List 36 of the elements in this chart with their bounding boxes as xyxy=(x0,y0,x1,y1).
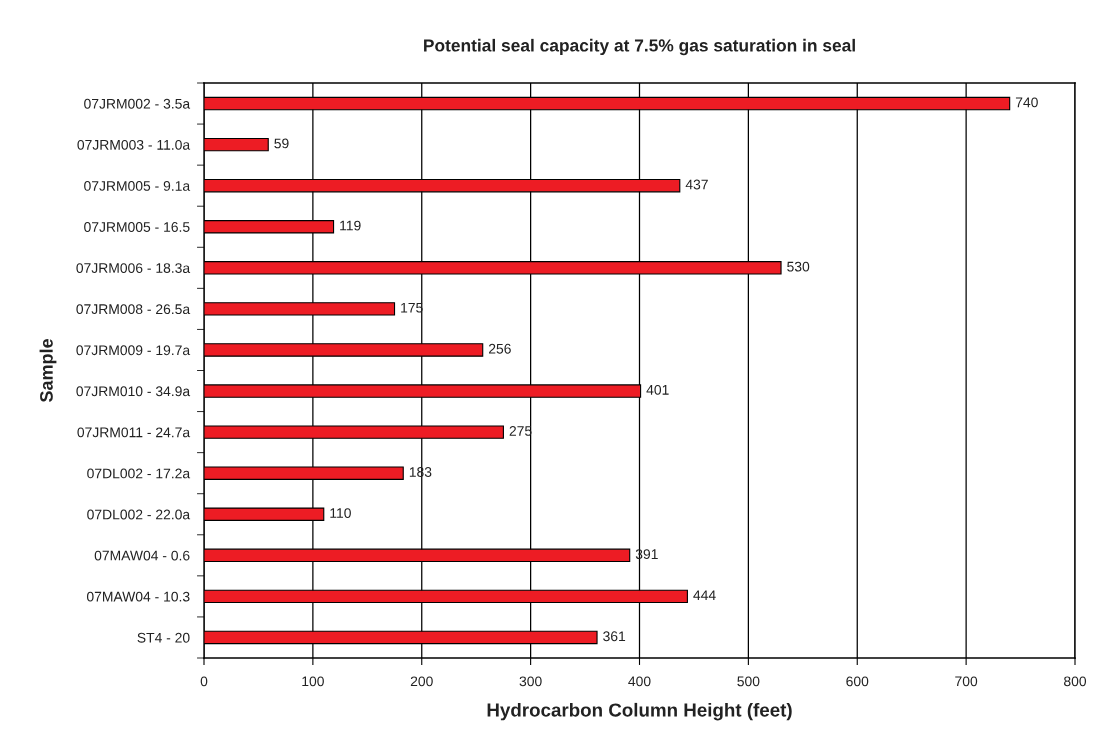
y-tick-label: 07JRM005 - 9.1a xyxy=(84,181,191,191)
data-label: 740 xyxy=(1015,97,1038,108)
data-label: 256 xyxy=(488,343,511,354)
y-axis-title: Sample xyxy=(39,339,57,403)
data-label: 444 xyxy=(693,590,716,600)
chart-title: Potential seal capacity at 7.5% gas saturation in seal xyxy=(424,38,855,56)
data-label: 59 xyxy=(274,138,289,149)
x-axis-title: Hydrocarbon Column Height (feet) xyxy=(487,702,792,721)
y-tick-label: 07JRM006 - 18.3a xyxy=(76,263,191,273)
data-label: 401 xyxy=(646,384,669,395)
y-tick-label: 07JRM010 - 34.9a xyxy=(76,386,191,397)
y-tick-label: 07DL002 - 22.0a xyxy=(87,509,191,520)
y-tick-label: 07JRM008 - 26.5a xyxy=(76,304,191,315)
y-tick-label: 07JRM011 - 24.7a xyxy=(77,427,191,438)
x-tick-label: 700 xyxy=(955,676,978,687)
x-tick-label: 100 xyxy=(302,676,324,687)
x-tick-label: 300 xyxy=(519,676,542,687)
data-label: 530 xyxy=(787,261,810,272)
x-tick-label: 500 xyxy=(737,676,760,687)
y-tick-label: 07JRM003 - 11.0a xyxy=(77,139,191,150)
x-tick-label: 800 xyxy=(1064,676,1087,687)
y-tick-label: 07MAW04 - 0.6 xyxy=(94,550,190,561)
x-tick-label: 0 xyxy=(200,676,208,687)
y-tick-label: 07MAW04 - 10.3 xyxy=(86,591,190,602)
data-label: 119 xyxy=(340,220,361,231)
y-tick-label: 07JRM002 - 3.5a xyxy=(84,98,191,109)
x-tick-label: 600 xyxy=(846,676,869,687)
y-tick-label: 07DL002 - 17.2a xyxy=(87,468,191,479)
y-tick-label: 07JRM005 - 16.5 xyxy=(84,222,190,232)
data-label: 110 xyxy=(330,508,351,518)
y-tick-label: ST4 - 20 xyxy=(137,632,190,643)
x-tick-label: 400 xyxy=(628,676,651,687)
x-tick-label: 200 xyxy=(410,676,433,687)
y-tick-label: 07JRM009 - 19.7a xyxy=(76,345,191,356)
data-label: 361 xyxy=(603,631,626,642)
data-label: 437 xyxy=(685,179,708,190)
